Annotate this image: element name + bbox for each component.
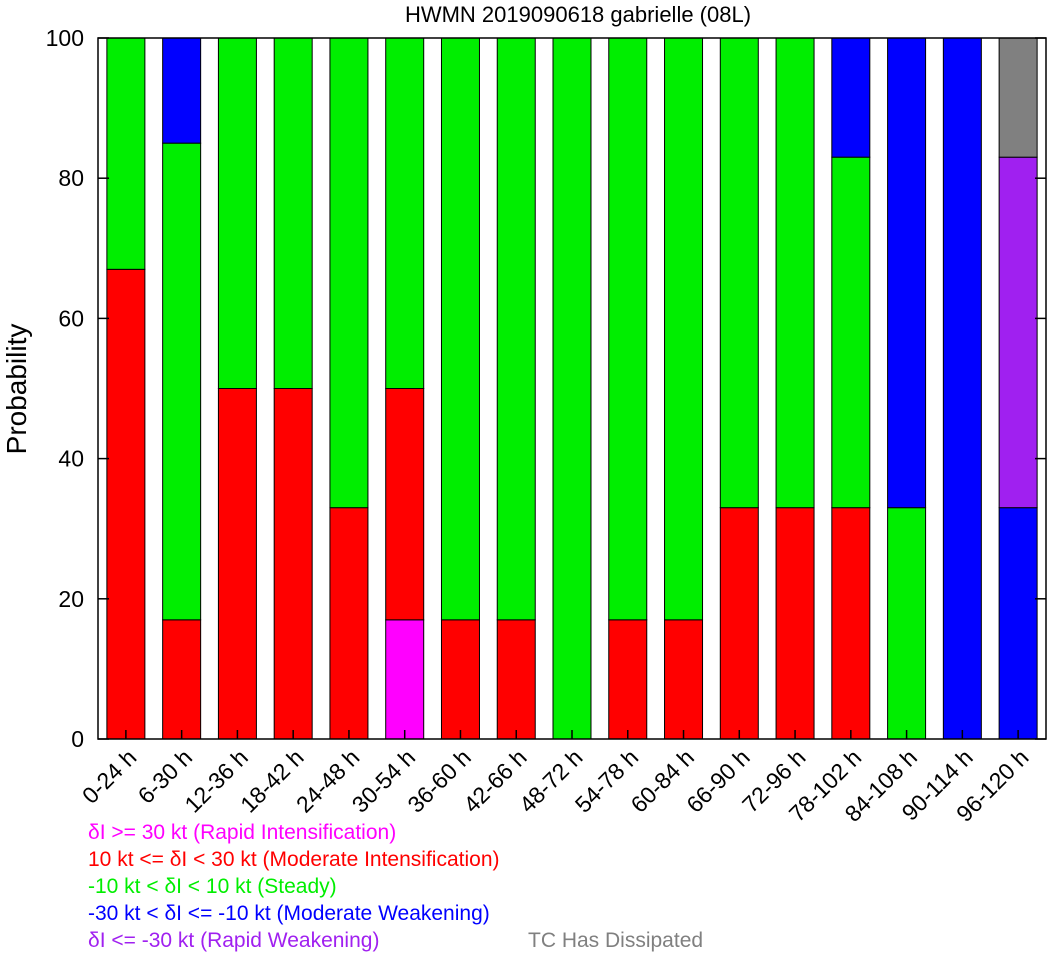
bar-84-108-h-series-2 [887, 507, 927, 740]
bar-72-96-h-series-1 [775, 507, 815, 740]
bar-78-102-h-series-2 [831, 156, 871, 509]
bar-96-120-h-series-4 [998, 156, 1038, 509]
bar-18-42-h-series-1 [273, 388, 313, 740]
bar-78-102-h-series-1 [831, 507, 871, 740]
bar-12-36-h-series-2 [217, 37, 257, 389]
bar-0-24-h-series-2 [106, 37, 146, 270]
bar-54-78-h-series-2 [608, 37, 648, 621]
chart-title: HWMN 2019090618 gabrielle (08L) [405, 2, 751, 27]
bar-96-120-h-series-5 [998, 37, 1038, 158]
bar-36-60-h-series-2 [440, 37, 480, 621]
bar-24-48-h-series-1 [329, 507, 369, 740]
bar-78-102-h-series-3 [831, 37, 871, 158]
bars-group [106, 37, 1038, 740]
bar-60-84-h-series-1 [664, 619, 704, 740]
bar-30-54-h-series-0 [385, 619, 425, 740]
bar-36-60-h-series-1 [440, 619, 480, 740]
bar-6-30-h-series-3 [162, 37, 202, 144]
bar-96-120-h-series-3 [998, 507, 1038, 740]
bar-18-42-h-series-2 [273, 37, 313, 389]
bar-54-78-h-series-1 [608, 619, 648, 740]
y-tick-label-60: 60 [58, 305, 84, 331]
legend-steady: -10 kt < δI < 10 kt (Steady) [88, 875, 337, 898]
bar-30-54-h-series-1 [385, 388, 425, 621]
bar-24-48-h-series-2 [329, 37, 369, 509]
bar-48-72-h-series-2 [552, 37, 592, 740]
legend-moderate-weakening: -30 kt < δI <= -10 kt (Moderate Weakenin… [88, 902, 490, 925]
y-tick-label-40: 40 [58, 446, 84, 472]
bar-84-108-h-series-3 [887, 37, 927, 509]
y-tick-label-80: 80 [58, 165, 84, 191]
y-tick-label-0: 0 [71, 726, 84, 752]
bar-42-66-h-series-2 [496, 37, 536, 621]
bar-30-54-h-series-2 [385, 37, 425, 389]
bar-72-96-h-series-2 [775, 37, 815, 509]
bar-12-36-h-series-1 [217, 388, 257, 740]
bar-60-84-h-series-2 [664, 37, 704, 621]
y-tick-label-20: 20 [58, 586, 84, 612]
legend-rapid-intensification: δI >= 30 kt (Rapid Intensification) [88, 821, 397, 844]
y-tick-label-100: 100 [46, 25, 84, 51]
bar-90-114-h-series-3 [942, 37, 982, 740]
bar-6-30-h-series-1 [162, 619, 202, 740]
legend-moderate-intensification: 10 kt <= δI < 30 kt (Moderate Intensific… [88, 848, 500, 871]
x-tick-label-0-24-h: 0-24 h [77, 744, 142, 809]
bar-0-24-h-series-1 [106, 268, 146, 740]
bar-66-90-h-series-2 [719, 37, 759, 509]
y-axis-label: Probability [1, 324, 32, 455]
legend-rapid-weakening: δI <= -30 kt (Rapid Weakening) [88, 929, 380, 952]
legend-dissipated: TC Has Dissipated [528, 929, 704, 952]
bar-6-30-h-series-2 [162, 142, 202, 621]
bar-66-90-h-series-1 [719, 507, 759, 740]
bar-42-66-h-series-1 [496, 619, 536, 740]
